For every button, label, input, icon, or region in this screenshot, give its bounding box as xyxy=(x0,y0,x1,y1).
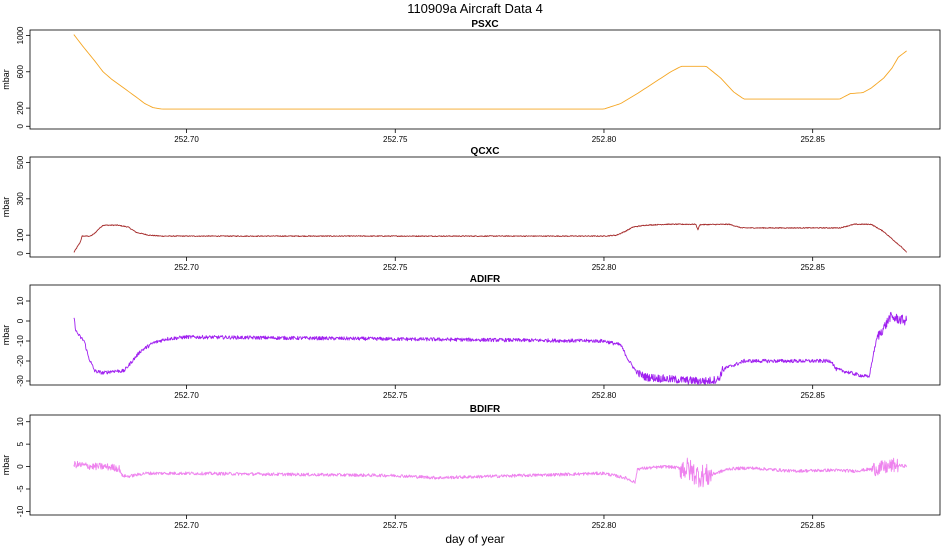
panel-title: QCXC xyxy=(471,146,500,157)
y-tick-label: 200 xyxy=(16,101,25,115)
x-tick-label: 252.80 xyxy=(592,135,617,144)
y-tick-label: 100 xyxy=(16,228,25,242)
y-axis-label: mbar xyxy=(1,69,11,90)
x-tick-label: 252.70 xyxy=(174,391,199,400)
x-tick-label: 252.70 xyxy=(174,263,199,272)
series-line-qcxc xyxy=(73,223,907,253)
y-tick-label: 0 xyxy=(16,124,25,129)
y-tick-label: -20 xyxy=(16,355,25,367)
x-tick-label: 252.75 xyxy=(383,391,408,400)
panel-title: PSXC xyxy=(471,19,498,30)
y-tick-label: -10 xyxy=(16,335,25,347)
panel-title: ADIFR xyxy=(470,274,501,285)
x-tick-label: 252.75 xyxy=(383,135,408,144)
y-tick-label: 5 xyxy=(16,441,25,446)
x-tick-label: 252.85 xyxy=(800,391,825,400)
y-axis-label: mbar xyxy=(1,325,11,346)
y-tick-label: 0 xyxy=(16,251,25,256)
y-axis-label: mbar xyxy=(1,455,11,476)
panel-bdifr: BDIFR mbar -10 -5 0 5 10 252.70 252.75 252.80 252.… xyxy=(1,404,941,530)
panel-qcxc: QCXC mbar 0 100 300 500 252.70 252.75 252.80 252.… xyxy=(1,146,941,272)
y-tick-label: 500 xyxy=(16,155,25,169)
x-tick-label: 252.80 xyxy=(592,263,617,272)
series-line-psxc xyxy=(73,34,907,110)
panel-title: BDIFR xyxy=(470,404,501,415)
y-tick-label: -30 xyxy=(16,375,25,387)
x-tick-label: 252.75 xyxy=(383,263,408,272)
panel-psxc: PSXC mbar 0 200 600 1000 252.70 252.75 252.80 252… xyxy=(1,19,941,144)
plot-frame xyxy=(29,284,941,386)
figure-xlabel: day of year xyxy=(445,532,504,546)
y-tick-label: 10 xyxy=(16,417,25,426)
x-tick-label: 252.80 xyxy=(592,521,617,530)
y-tick-label: -5 xyxy=(16,485,25,493)
figure-title: 110909a Aircraft Data 4 xyxy=(407,1,543,16)
y-tick-label: 10 xyxy=(16,296,25,305)
x-tick-label: 252.80 xyxy=(592,391,617,400)
x-tick-label: 252.85 xyxy=(800,135,825,144)
series-line-adifr xyxy=(73,311,908,385)
x-tick-label: 252.85 xyxy=(800,263,825,272)
x-tick-label: 252.75 xyxy=(383,521,408,530)
series-line-bdifr xyxy=(73,457,908,488)
plot-frame xyxy=(29,29,941,130)
x-tick-label: 252.70 xyxy=(174,135,199,144)
plot-frame xyxy=(29,156,941,258)
y-tick-label: 1000 xyxy=(16,26,25,44)
y-tick-label: 0 xyxy=(16,318,25,323)
x-tick-label: 252.85 xyxy=(800,521,825,530)
y-tick-label: 300 xyxy=(16,192,25,206)
x-tick-label: 252.70 xyxy=(174,521,199,530)
panel-adifr: ADIFR mbar -30 -20 -10 0 10 252.70 252.75 252.80 2… xyxy=(1,274,941,400)
y-tick-label: -10 xyxy=(16,505,25,517)
y-axis-label: mbar xyxy=(1,197,11,218)
plot-frame xyxy=(29,414,941,516)
y-tick-label: 0 xyxy=(16,464,25,469)
y-tick-label: 600 xyxy=(16,65,25,79)
